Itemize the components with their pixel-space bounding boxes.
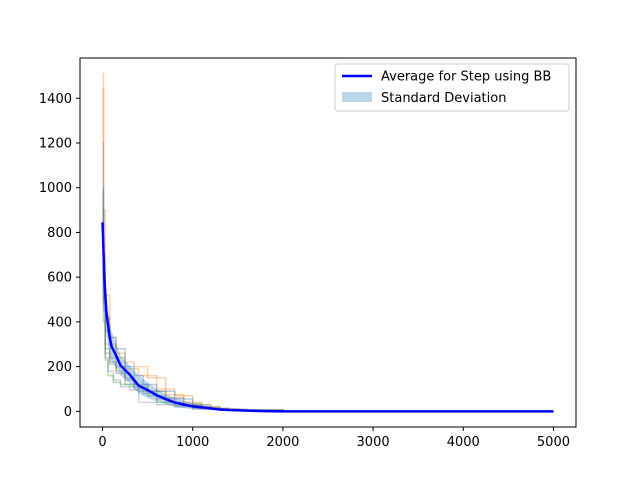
plot-frame: [79, 57, 577, 428]
legend-frame: [334, 63, 570, 112]
legend: Average for Step using BB Standard Devia…: [334, 63, 570, 112]
legend-std-label: Standard Deviation: [381, 91, 506, 106]
y-tick-label-200: 200: [47, 360, 72, 375]
run-line-5: [102, 186, 554, 413]
y-tick-label-800: 800: [47, 226, 72, 241]
y-tick-label-400: 400: [47, 315, 72, 330]
y-tick-label-600: 600: [47, 271, 72, 286]
average-layer: [101, 222, 554, 413]
x-tick-label-4000: 4000: [447, 435, 480, 450]
plot-area: [80, 58, 576, 427]
y-tick-label-1400: 1400: [39, 92, 72, 107]
x-tick-label-5000: 5000: [537, 435, 570, 450]
x-tick-label-0: 0: [98, 435, 106, 450]
x-tick-label-2000: 2000: [266, 435, 299, 450]
y-axis: 0 200 400 600 800 1000 1200 1400: [39, 92, 80, 420]
y-tick-label-1200: 1200: [39, 136, 72, 151]
legend-std-swatch: [342, 92, 372, 102]
average-line: [101, 222, 554, 413]
x-tick-label-1000: 1000: [176, 435, 209, 450]
y-tick-label-0: 0: [64, 405, 72, 420]
x-tick-label-3000: 3000: [357, 435, 390, 450]
y-tick-label-1000: 1000: [39, 181, 72, 196]
x-axis: 0 1000 2000 3000 4000 5000: [98, 427, 570, 450]
legend-average-label: Average for Step using BB: [381, 70, 551, 85]
